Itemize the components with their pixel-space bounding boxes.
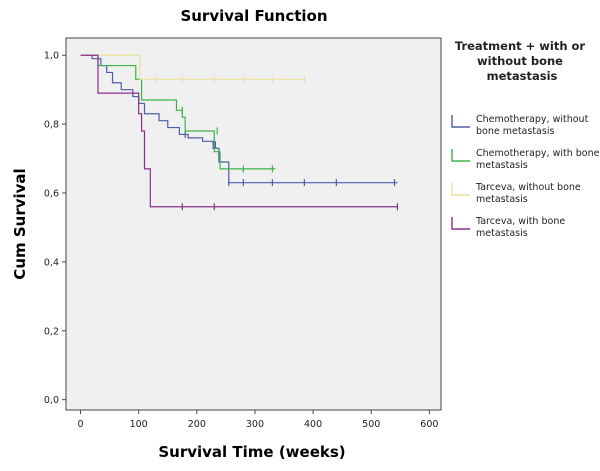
legend-item: Tarceva, without bone metastasis: [451, 182, 581, 205]
legend-swatch: [451, 183, 470, 196]
legend-swatch: [451, 115, 470, 128]
x-tick-label: 500: [362, 419, 380, 430]
x-axis: 0 100 200 300 400 500 600: [78, 410, 438, 430]
legend-swatch: [451, 149, 470, 162]
legend-title: Treatment + with or without bone metasta…: [455, 39, 589, 83]
legend-swatch: [451, 217, 470, 230]
series-layer: [80, 54, 398, 211]
x-tick-label: 300: [246, 419, 264, 430]
series-line-1: [80, 54, 398, 184]
chart-title: Survival Function: [180, 7, 327, 25]
legend-item: Chemotherapy, without bone metastasis: [451, 114, 589, 137]
x-tick-label: 600: [420, 419, 438, 430]
plot-area: [65, 37, 442, 411]
legend-title-line1: Treatment + with or: [455, 39, 586, 53]
legend: Treatment + with or without bone metasta…: [451, 39, 600, 239]
legend-title-line2: without bone: [477, 54, 563, 68]
legend-title-line3: metastasis: [487, 69, 558, 83]
y-tick-label: 0,4: [44, 257, 59, 268]
y-tick-label: 0,8: [44, 120, 59, 131]
y-tick-label: 0,0: [44, 395, 59, 406]
y-tick-label: 1,0: [44, 51, 59, 62]
x-tick-label: 0: [78, 419, 84, 430]
legend-label: Chemotherapy, without bone metastasis: [476, 114, 589, 137]
x-axis-label: Survival Time (weeks): [158, 443, 345, 461]
y-axis: 0,0 0,2 0,4 0,6 0,8 1,0: [44, 51, 66, 406]
y-tick-label: 0,2: [44, 326, 59, 337]
series-line-3: [80, 54, 305, 80]
x-tick-label: 100: [130, 419, 148, 430]
series-line-4: [80, 54, 398, 208]
y-axis-label: Cum Survival: [11, 168, 29, 279]
legend-label: Tarceva, with bone metastasis: [475, 216, 565, 239]
x-tick-label: 400: [304, 419, 322, 430]
legend-item: Chemotherapy, with bone metastasis: [451, 148, 600, 171]
y-tick-label: 0,6: [44, 189, 59, 200]
legend-item: Tarceva, with bone metastasis: [451, 216, 565, 239]
series-line-2: [80, 54, 276, 170]
legend-label: Chemotherapy, with bone metastasis: [476, 148, 600, 171]
x-tick-label: 200: [188, 419, 206, 430]
legend-label: Tarceva, without bone metastasis: [475, 182, 581, 205]
